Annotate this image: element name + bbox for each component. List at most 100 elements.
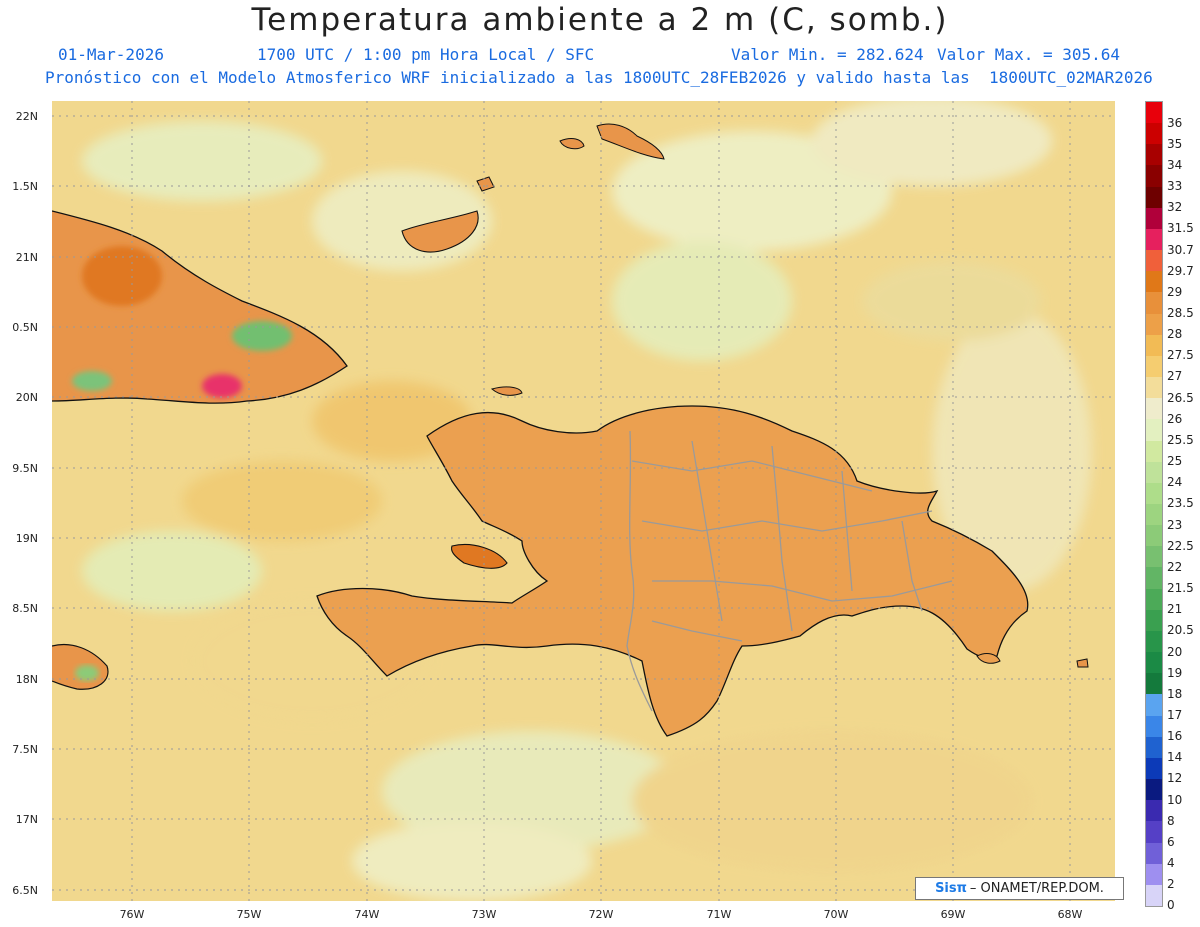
colorbar-swatch [1146,165,1162,188]
colorbar-swatch [1146,355,1162,378]
lat-label-17-5n: 7.5N [12,743,38,756]
lon-label-68w: 68W [1057,908,1083,921]
lon-label-74w: 74W [354,908,380,921]
colorbar-swatch [1146,673,1162,695]
lat-label-21-5n: 1.5N [12,180,38,193]
colorbar-label: 21.5 [1167,581,1194,596]
colorbar-swatch [1146,821,1162,844]
colorbar-label: 26.5 [1167,390,1194,405]
colorbar-swatch [1146,567,1162,590]
colorbar-label: 22.5 [1167,538,1194,553]
colorbar-label: 28.5 [1167,306,1194,320]
colorbar-label: 34 [1167,157,1183,172]
colorbar-swatch [1146,779,1162,801]
colorbar-swatch [1146,630,1162,653]
colorbar-swatch [1146,757,1162,780]
colorbar-swatch [1146,694,1162,717]
colorbar-label: 20.5 [1167,623,1194,638]
colorbar-swatch [1146,228,1162,251]
colorbar-label: 16 [1167,729,1183,744]
colorbar-label: 2 [1167,877,1175,892]
temperature-map[interactable] [52,101,1115,901]
colorbar-label: 30.7 [1167,242,1194,257]
colorbar-label: 29.7 [1167,263,1194,278]
colorbar-label: 28 [1167,327,1183,342]
sispi-logo: Sisπ [935,881,967,896]
colorbar-swatch [1146,250,1162,272]
colorbar-label: 23.5 [1167,496,1194,511]
colorbar-label: 35 [1167,136,1183,151]
hispaniola-landmass [316,386,1089,737]
colorbar-swatch [1146,588,1162,611]
colorbar-swatch [1146,398,1162,420]
lat-label-20n: 20N [15,391,38,404]
colorbar-swatch [1146,334,1162,357]
colorbar-swatch [1146,186,1162,209]
jamaica-landmass [52,643,109,690]
lat-label-16-5n: 6.5N [12,884,38,897]
colorbar-swatch [1146,292,1162,315]
colorbar-label: 4 [1167,856,1175,871]
lat-label-19-5n: 9.5N [12,462,38,475]
max-value: Valor Max. = 305.64 [937,45,1121,64]
lon-label-71w: 71W [706,908,732,921]
colorbar-label: 26 [1167,411,1183,426]
colorbar-swatch [1146,377,1162,399]
colorbar-swatch [1146,842,1162,865]
lon-label-75w: 75W [236,908,262,921]
map-title: Temperatura ambiente a 2 m (C, somb.) [251,2,949,38]
colorbar-swatch [1146,440,1162,463]
colorbar-label: 17 [1167,708,1183,722]
colorbar-label: 18 [1167,686,1183,701]
lon-label-70w: 70W [823,908,849,921]
min-value: Valor Min. = 282.624 [731,45,924,64]
colorbar-swatch [1146,652,1162,674]
lat-label-20-5n: 0.5N [12,321,38,334]
colorbar-label: 14 [1167,750,1183,765]
colorbar-label: 27 [1167,369,1183,384]
graticule [52,101,1115,901]
lat-label-19n: 19N [15,532,38,545]
colorbar-label: 36 [1167,115,1183,130]
colorbar-swatch [1146,546,1162,568]
ocean-texture [82,101,1092,901]
colorbar-label: 32 [1167,200,1183,215]
lon-label-76w: 76W [119,908,145,921]
colorbar-label: 25 [1167,454,1183,469]
colorbar-label: 20 [1167,644,1183,659]
model-info: Pronóstico con el Modelo Atmosferico WRF… [45,68,1153,87]
map-canvas [52,101,1115,901]
colorbar-swatch [1146,102,1162,124]
colorbar-swatch [1146,800,1162,822]
colorbar-swatch [1146,736,1162,759]
colorbar-label: 33 [1167,179,1183,194]
lat-label-18-5n: 8.5N [12,602,38,615]
lat-label-18n: 18N [15,673,38,686]
colorbar-label: 29 [1167,284,1183,299]
colorbar-label: 0 [1167,898,1175,913]
colorbar-swatch [1146,525,1162,547]
colorbar-label: 31.5 [1167,221,1194,236]
colorbar-swatch [1146,461,1162,484]
lat-label-17n: 17N [15,813,38,826]
colorbar-swatch [1146,419,1162,442]
colorbar-label: 23 [1167,517,1183,532]
colorbar-swatch [1146,504,1162,526]
lat-label-22n: 22N [15,110,38,123]
colorbar-swatch [1146,123,1162,145]
lon-label-72w: 72W [588,908,614,921]
province-borders [626,430,953,712]
colorbar-swatch [1146,144,1162,166]
colorbar-swatch [1146,313,1162,336]
credit-box: Sisπ – ONAMET/REP.DOM. [915,877,1124,900]
colorbar-label: 19 [1167,665,1183,680]
colorbar-label: 12 [1167,771,1183,786]
forecast-date: 01-Mar-2026 [58,45,164,64]
colorbar-label: 24 [1167,475,1183,490]
colorbar-label: 10 [1167,792,1183,807]
colorbar-label: 27.5 [1167,348,1194,363]
colorbar-label: 22 [1167,559,1183,574]
lon-label-69w: 69W [940,908,966,921]
colorbar-swatch [1146,715,1162,738]
colorbar-swatch [1146,271,1162,293]
